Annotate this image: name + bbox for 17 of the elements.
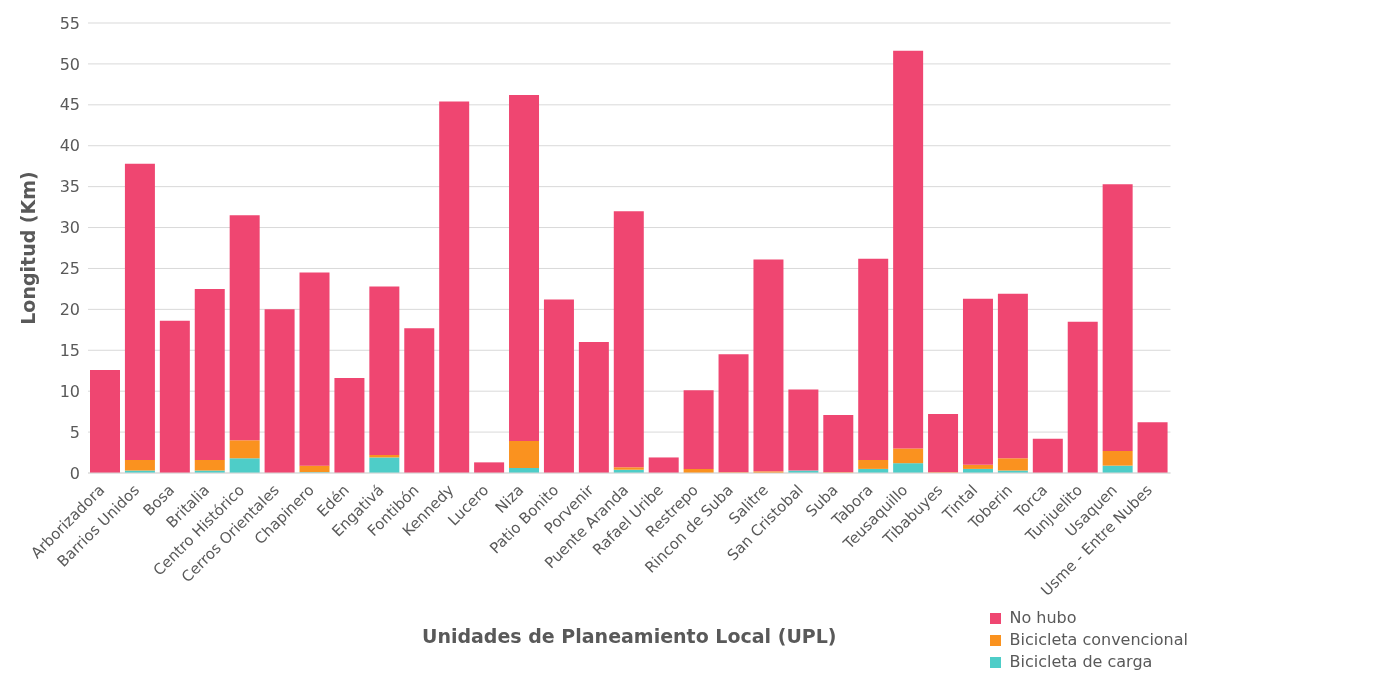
legend-label: No hubo xyxy=(1009,607,1077,629)
y-tick-label: 20 xyxy=(59,300,80,320)
legend-label: Bicicleta convencional xyxy=(1009,629,1188,651)
x-axis-title: Unidades de Planeamiento Local (UPL) xyxy=(421,625,837,647)
y-tick-label: 15 xyxy=(59,340,80,360)
y-axis-title: Longitud (Km) xyxy=(16,171,39,325)
y-tick-label: 10 xyxy=(59,381,80,401)
legend-label: Bicicleta de carga xyxy=(1009,651,1153,673)
y-tick-label: 25 xyxy=(59,259,80,279)
y-tick-label: 5 xyxy=(69,422,80,442)
y-tick-label: 0 xyxy=(69,463,80,483)
y-tick-label: 50 xyxy=(59,54,80,74)
y-tick-label: 55 xyxy=(59,13,80,33)
y-tick-label: 40 xyxy=(59,136,80,156)
y-tick-label: 30 xyxy=(59,218,80,238)
y-tick-label: 45 xyxy=(59,95,80,115)
y-tick-label: 35 xyxy=(59,177,80,197)
